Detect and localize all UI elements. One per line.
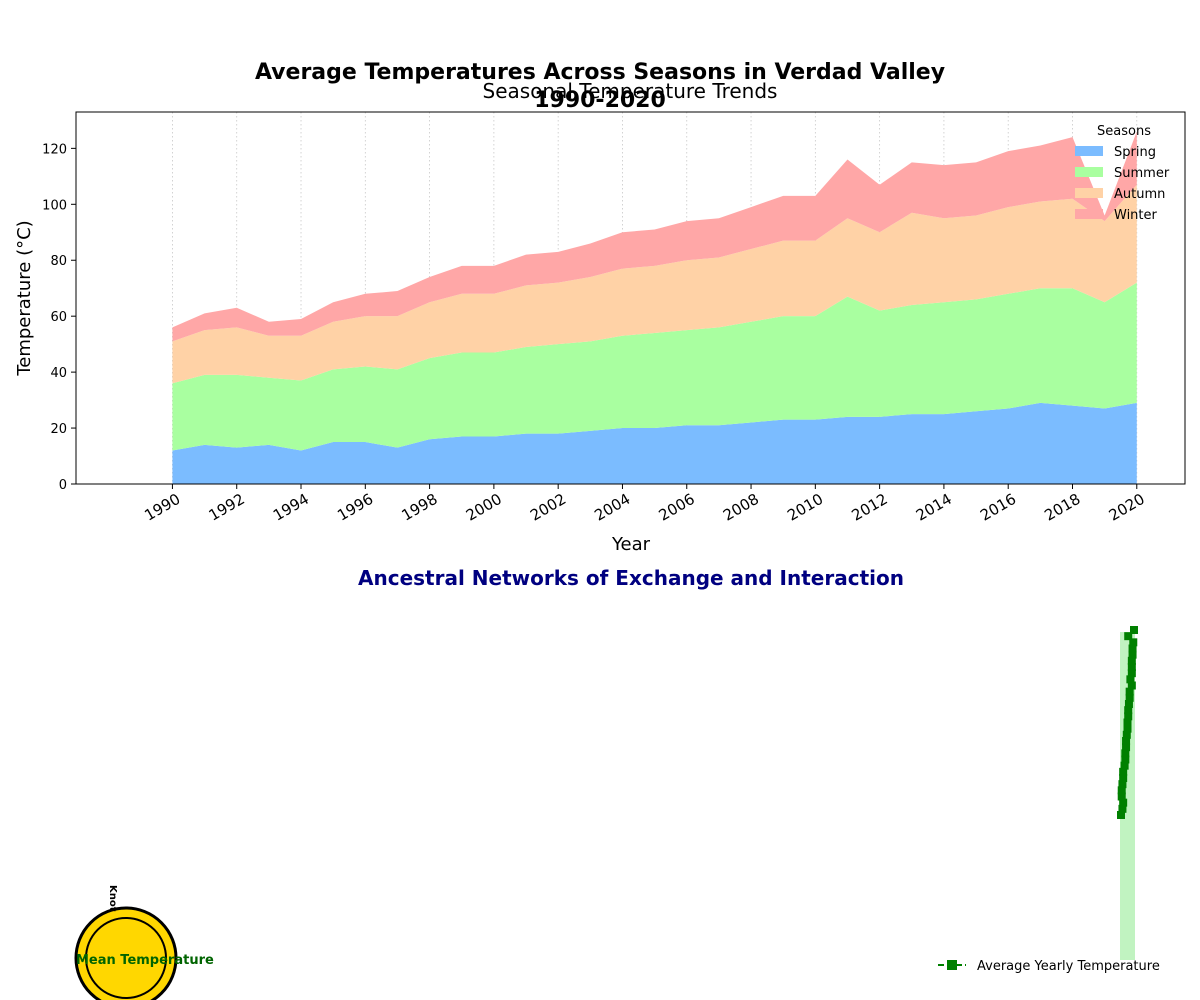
average-marker <box>1118 780 1127 789</box>
legend-swatch-winter <box>1075 209 1103 219</box>
x-tick-label: 2002 <box>527 490 569 525</box>
badge-circle <box>74 906 178 1000</box>
badge: Mean Temperature Knot <box>74 885 214 1000</box>
y-tick-label: 0 <box>59 478 67 493</box>
area-spring <box>172 402 1137 484</box>
x-tick-label: 2000 <box>463 490 505 525</box>
x-tick-label: 2014 <box>913 490 955 525</box>
average-marker <box>1128 650 1137 659</box>
figure-subtitle: 1990-2020 <box>534 88 666 113</box>
top-chart-ylabel: Temperature (°C) <box>14 220 35 376</box>
top-chart-x-axis: 1990 1992 1994 1996 1998 2000 2002 2004 2006 2008… <box>141 484 1148 525</box>
legend-swatch-autumn <box>1075 188 1103 198</box>
average-marker <box>1119 767 1128 776</box>
y-tick-label: 60 <box>50 310 67 325</box>
x-tick-label: 2018 <box>1041 490 1083 525</box>
y-tick-label: 40 <box>50 366 67 381</box>
average-marker <box>1119 774 1128 782</box>
bottom-panel-title: Ancestral Networks of Exchange and Inter… <box>358 566 904 590</box>
area-summer <box>172 282 1137 451</box>
average-marker <box>1127 656 1136 665</box>
top-chart: 1990 1992 1994 1996 1998 2000 2002 2004 2006 2008… <box>14 111 1186 555</box>
badge-label: Mean Temperature <box>76 953 214 968</box>
legend-swatch-summer <box>1075 167 1103 177</box>
average-marker <box>1122 743 1131 752</box>
top-chart-areas <box>172 131 1137 484</box>
y-tick-label: 20 <box>50 422 67 437</box>
average-marker <box>1125 693 1134 702</box>
x-tick-label: 1992 <box>206 490 248 525</box>
bottom-legend: Average Yearly Temperature <box>938 959 1160 974</box>
average-marker <box>1127 669 1136 678</box>
top-chart-frame <box>75 111 1186 485</box>
y-tick-label: 120 <box>42 142 67 157</box>
average-marker <box>1120 761 1129 770</box>
legend-label-autumn: Autumn <box>1114 187 1165 202</box>
x-tick-label: 2016 <box>977 490 1019 525</box>
average-marker <box>1123 724 1132 733</box>
average-marker <box>1123 718 1132 727</box>
top-chart-y-axis: 0 20 40 60 80 100 120 <box>42 142 76 493</box>
x-tick-label: 1990 <box>141 490 183 525</box>
average-marker <box>1127 663 1136 671</box>
top-chart-legend: Seasons Spring Summer Autumn Winter <box>1075 124 1170 223</box>
top-chart-title: Seasonal Temperature Trends <box>483 79 778 103</box>
average-marker <box>1122 730 1131 739</box>
average-marker <box>1118 804 1127 813</box>
legend-title: Seasons <box>1097 124 1151 139</box>
top-chart-xlabel: Year <box>611 534 651 555</box>
average-marker <box>1127 681 1136 690</box>
x-tick-label: 1996 <box>334 490 376 525</box>
average-marker <box>1117 786 1126 795</box>
area-autumn <box>172 184 1137 384</box>
average-marker <box>1119 798 1128 807</box>
average-marker <box>1124 706 1133 715</box>
bottom-legend-marker <box>947 960 957 970</box>
y-tick-label: 80 <box>50 254 67 269</box>
average-marker <box>1124 632 1133 641</box>
y-tick-label: 100 <box>42 198 67 213</box>
average-marker <box>1121 749 1130 758</box>
average-marker <box>1117 811 1125 819</box>
x-tick-label: 2008 <box>720 490 762 525</box>
legend-swatch-spring <box>1075 146 1103 156</box>
bottom-panel-series <box>1117 626 1138 819</box>
average-marker <box>1130 626 1138 634</box>
average-marker <box>1126 675 1135 684</box>
x-tick-label: 2010 <box>784 490 826 525</box>
x-tick-label: 2012 <box>849 490 891 525</box>
area-winter <box>172 131 1137 342</box>
legend-label-spring: Spring <box>1114 145 1156 160</box>
average-marker <box>1125 687 1134 696</box>
x-tick-label: 1998 <box>399 490 441 525</box>
bottom-legend-label: Average Yearly Temperature <box>977 959 1160 974</box>
x-tick-label: 2020 <box>1106 490 1148 525</box>
legend-label-summer: Summer <box>1114 166 1170 181</box>
average-marker <box>1129 638 1138 647</box>
average-marker <box>1121 755 1130 764</box>
average-marker <box>1124 700 1133 708</box>
average-marker <box>1128 644 1137 653</box>
legend-label-winter: Winter <box>1114 208 1158 223</box>
average-marker <box>1122 737 1131 745</box>
x-tick-label: 1994 <box>270 490 312 525</box>
figure-title: Average Temperatures Across Seasons in V… <box>255 60 945 85</box>
badge-rotated-label: Knot <box>107 885 118 912</box>
x-tick-label: 2004 <box>591 490 633 525</box>
badge-inner-ring <box>85 917 167 999</box>
x-tick-label: 2006 <box>656 490 698 525</box>
average-marker <box>1124 712 1133 721</box>
average-marker <box>1117 792 1126 801</box>
